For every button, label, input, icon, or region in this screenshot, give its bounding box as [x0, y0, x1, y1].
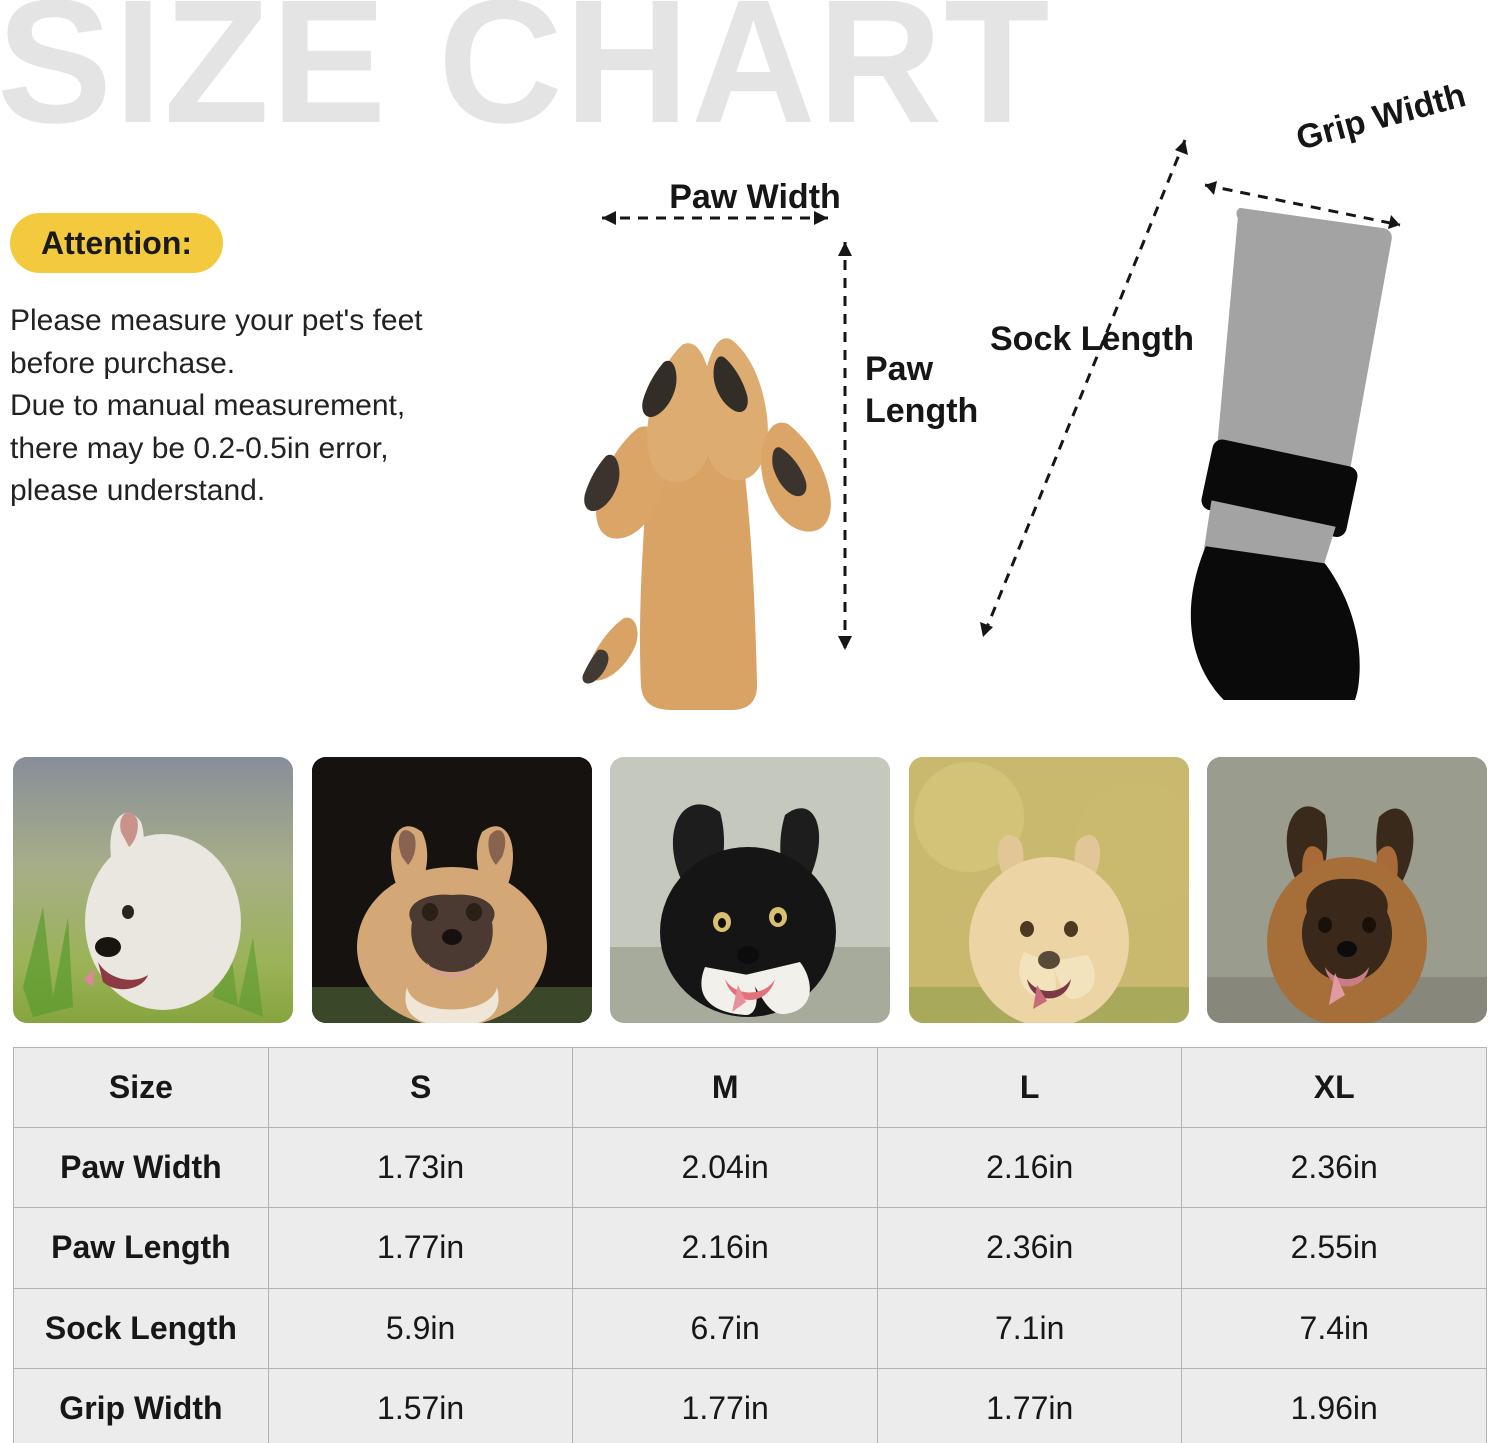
svg-text:Paw Width: Paw Width — [669, 178, 841, 216]
svg-text:Sock Length: Sock Length — [990, 320, 1194, 358]
svg-text:Grip Width: Grip Width — [1292, 76, 1469, 158]
svg-text:Paw: Paw — [865, 350, 934, 388]
